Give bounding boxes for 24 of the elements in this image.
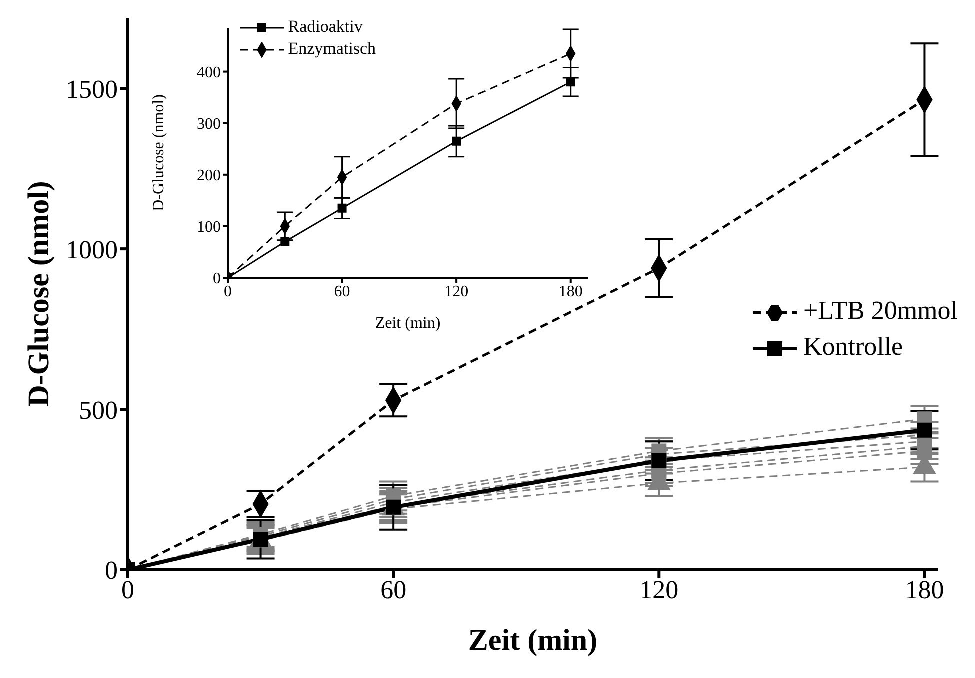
y-tick-label: 0	[105, 556, 118, 586]
x-tick-label: 120	[444, 283, 469, 300]
legend-label: Radioaktiv	[288, 17, 363, 36]
y-axis-title: D-Glucose (nmol)	[150, 94, 168, 212]
y-axis-title: D-Glucose (nmol)	[22, 181, 56, 407]
y-tick-label: 500	[79, 396, 118, 425]
x-axis-title: Zeit (min)	[468, 624, 598, 657]
y-tick-label: 400	[197, 64, 221, 82]
legend-label: Kontrolle	[803, 332, 904, 361]
x-tick-label: 120	[640, 575, 679, 604]
x-tick-label: 60	[334, 283, 350, 300]
y-tick-label: 200	[197, 168, 221, 185]
legend-label: Enzymatisch	[288, 39, 376, 58]
x-axis-title: Zeit (min)	[375, 315, 441, 332]
legend-label: +LTB 20mmol	[803, 296, 958, 325]
y-tick-label: 1500	[66, 74, 118, 104]
x-tick-label: 180	[558, 283, 583, 300]
y-tick-label: 100	[197, 219, 221, 236]
y-tick-label: 1000	[66, 235, 118, 264]
y-tick-label: 300	[197, 116, 221, 134]
x-tick-label: 180	[905, 575, 944, 604]
x-tick-label: 60	[380, 575, 407, 604]
y-tick-label: 0	[213, 270, 221, 288]
x-tick-label: 0	[224, 283, 232, 300]
